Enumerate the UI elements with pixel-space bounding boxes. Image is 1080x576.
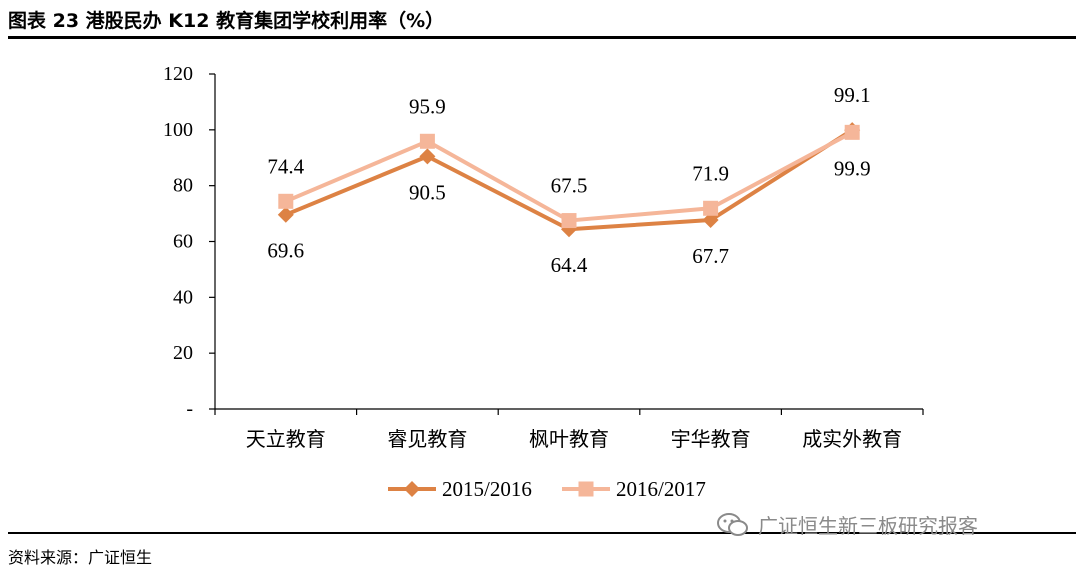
- source-note: 资料来源：广证恒生: [8, 548, 153, 567]
- y-tick-label: 60: [173, 231, 193, 253]
- data-label: 67.7: [692, 244, 729, 268]
- x-tick-label: 天立教育: [246, 428, 326, 451]
- legend-marker-diamond: [404, 481, 420, 497]
- legend-marker-square: [578, 481, 594, 497]
- line-chart: - 20 40 60 80 100 120 天立教育 睿见教育 枫叶教育 宇华教育 成实外教育 74.…: [163, 63, 924, 501]
- legend-label: 2015/2016: [442, 477, 532, 501]
- data-point-square: [561, 213, 577, 229]
- data-label: 69.6: [267, 239, 304, 263]
- data-label: 99.1: [834, 83, 871, 107]
- data-point-square: [844, 124, 860, 140]
- y-tick-label: 100: [163, 119, 193, 141]
- data-point-square: [419, 133, 435, 149]
- data-label: 71.9: [692, 161, 729, 185]
- series-lines: [277, 122, 861, 238]
- y-tick-label: -: [186, 398, 193, 420]
- data-label: 99.9: [834, 156, 871, 180]
- x-tick-label: 成实外教育: [802, 428, 902, 451]
- watermark: 广证恒生新三板研究报客: [716, 510, 978, 539]
- bottom-rule: [8, 532, 1076, 534]
- y-tick-label: 120: [163, 63, 193, 85]
- wechat-icon: [717, 512, 748, 536]
- x-tick-label: 睿见教育: [387, 428, 467, 451]
- legend-label: 2016/2017: [616, 477, 706, 501]
- chart-title: 图表 23 港股民办 K12 教育集团学校利用率（%）: [8, 10, 445, 32]
- data-label: 67.5: [551, 174, 588, 198]
- data-label: 64.4: [551, 253, 588, 277]
- data-label: 95.9: [409, 94, 446, 118]
- watermark-text: 广证恒生新三板研究报客: [758, 514, 978, 538]
- data-label: 90.5: [409, 180, 446, 204]
- data-point-square: [703, 200, 719, 216]
- data-point-diamond: [702, 212, 719, 229]
- data-point-diamond: [419, 148, 436, 165]
- data-labels: 74.4 69.6 95.9 90.5 67.5 64.4 71.9 67.7 99.1 99.9: [267, 83, 870, 277]
- legend: 2015/2016 2016/2017: [388, 477, 706, 501]
- x-tick-label: 枫叶教育: [529, 428, 609, 451]
- x-tick-label: 宇华教育: [671, 428, 751, 451]
- y-tick-label: 40: [173, 286, 193, 308]
- data-point-diamond: [277, 206, 294, 223]
- y-tick-label: 20: [173, 342, 193, 364]
- data-label: 74.4: [267, 154, 304, 178]
- axes: - 20 40 60 80 100 120 天立教育 睿见教育 枫叶教育 宇华教育 成实外教育: [163, 63, 924, 451]
- y-tick-label: 80: [173, 175, 193, 197]
- data-point-square: [278, 193, 294, 209]
- top-rule: [8, 36, 1076, 39]
